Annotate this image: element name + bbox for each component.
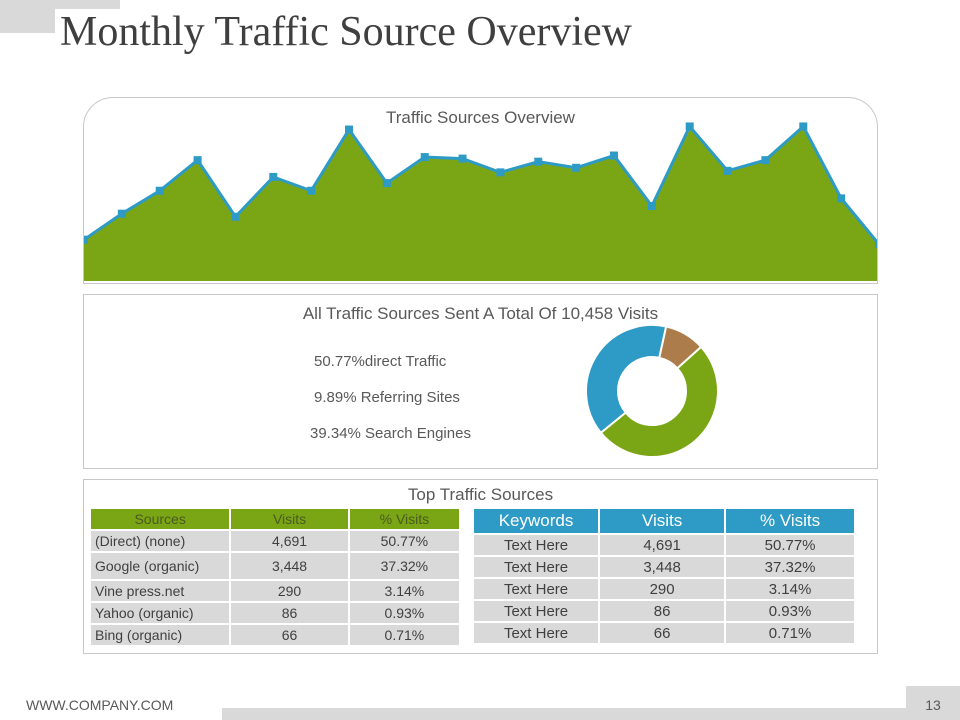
source-name: Bing (organic) (91, 625, 230, 645)
data-point (799, 122, 808, 131)
source-name: Google (organic) (91, 553, 230, 579)
table-row: Text Here 4,691 50.77% (474, 535, 854, 555)
data-point (647, 202, 656, 211)
data-point (420, 153, 429, 162)
data-point (84, 235, 88, 244)
keyword-text: Text Here (474, 579, 599, 599)
legend-search-engines: 39.34% Search Engines (310, 425, 471, 442)
keyword-percent: 50.77% (726, 535, 854, 555)
footer-url: WWW.COMPANY.COM (26, 697, 174, 713)
data-point (837, 194, 846, 203)
table-row: Text Here 86 0.93% (474, 601, 854, 621)
table-row: Text Here 66 0.71% (474, 623, 854, 643)
traffic-area-chart (84, 122, 877, 281)
sources-header-sources: Sources (91, 509, 230, 529)
donut-slice-search-engines (585, 324, 668, 435)
legend-direct-traffic: 50.77%direct Traffic (314, 353, 447, 370)
data-point (117, 209, 126, 218)
page-number: 13 (925, 697, 941, 713)
keyword-visits: 3,448 (600, 557, 725, 577)
source-name: Yahoo (organic) (91, 603, 230, 623)
table-row: Bing (organic) 66 0.71% (91, 625, 459, 645)
data-point (723, 166, 732, 175)
area-layer (84, 122, 877, 281)
source-visits: 3,448 (231, 553, 348, 579)
traffic-area-chart-panel: Traffic Sources Overview (83, 97, 878, 284)
donut-slice-direct-traffic (599, 345, 719, 458)
donut-slice-referring-sites (658, 325, 703, 370)
sources-table: Sources Visits % Visits (Direct) (none) … (89, 507, 461, 647)
source-visits: 290 (231, 581, 348, 601)
area-chart-title: Traffic Sources Overview (386, 108, 575, 127)
source-visits: 86 (231, 603, 348, 623)
traffic-donut-chart (585, 324, 719, 458)
data-point (155, 186, 164, 195)
data-point (572, 163, 581, 172)
data-point (685, 122, 694, 131)
sources-header-visits: Visits (231, 509, 348, 529)
data-point (496, 168, 505, 177)
page-number-box (906, 686, 960, 720)
source-visits: 66 (231, 625, 348, 645)
keywords-header-keywords: Keywords (474, 509, 599, 533)
data-point (345, 125, 353, 134)
legend-referring-sites: 9.89% Referring Sites (314, 389, 460, 406)
data-point (610, 151, 618, 160)
donut-chart-title: All Traffic Sources Sent A Total Of 10,4… (302, 304, 659, 323)
keyword-percent: 0.93% (726, 601, 854, 621)
keywords-header-percent: % Visits (726, 509, 854, 533)
corner-decoration-strip (55, 0, 120, 9)
keywords-header-visits: Visits (600, 509, 725, 533)
keyword-text: Text Here (474, 535, 599, 555)
table-row: Yahoo (organic) 86 0.93% (91, 603, 459, 623)
keywords-table: Keywords Visits % Visits Text Here 4,691… (472, 507, 856, 645)
source-percent: 0.71% (349, 625, 459, 645)
top-traffic-sources-panel: Top Traffic Sources Sources Visits % Vis… (83, 479, 878, 654)
sources-header-percent: % Visits (349, 509, 459, 529)
source-percent: 37.32% (349, 553, 459, 579)
table-row: Text Here 3,448 37.32% (474, 557, 854, 577)
table-row: Text Here 290 3.14% (474, 579, 854, 599)
page-title: Monthly Traffic Source Overview (60, 9, 632, 55)
data-point (307, 186, 316, 195)
data-point (458, 154, 467, 163)
data-point (193, 156, 202, 165)
sources-table-header: Sources Visits % Visits (91, 509, 459, 529)
data-point (231, 212, 240, 221)
data-point (761, 156, 770, 165)
table-row: (Direct) (none) 4,691 50.77% (91, 531, 459, 551)
keyword-percent: 3.14% (726, 579, 854, 599)
keyword-percent: 37.32% (726, 557, 854, 577)
source-name: (Direct) (none) (91, 531, 230, 551)
tables-title: Top Traffic Sources (407, 485, 554, 504)
keyword-visits: 290 (600, 579, 725, 599)
keyword-visits: 86 (600, 601, 725, 621)
data-point (875, 240, 877, 249)
area-series-line (84, 123, 877, 245)
keyword-text: Text Here (474, 601, 599, 621)
keyword-visits: 66 (600, 623, 725, 643)
keyword-text: Text Here (474, 623, 599, 643)
keyword-percent: 0.71% (726, 623, 854, 643)
source-percent: 50.77% (349, 531, 459, 551)
table-row: Google (organic) 3,448 37.32% (91, 553, 459, 579)
table-row: Vine press.net 290 3.14% (91, 581, 459, 601)
keyword-visits: 4,691 (600, 535, 725, 555)
corner-decoration (0, 0, 55, 33)
source-percent: 0.93% (349, 603, 459, 623)
source-visits: 4,691 (231, 531, 348, 551)
keywords-table-header: Keywords Visits % Visits (474, 509, 854, 533)
area-fill (84, 126, 877, 281)
keyword-text: Text Here (474, 557, 599, 577)
data-point (269, 172, 278, 181)
source-name: Vine press.net (91, 581, 230, 601)
traffic-donut-panel: All Traffic Sources Sent A Total Of 10,4… (83, 294, 878, 469)
source-percent: 3.14% (349, 581, 459, 601)
footer-bar (222, 708, 910, 720)
data-point (382, 179, 391, 188)
data-point (534, 157, 543, 166)
